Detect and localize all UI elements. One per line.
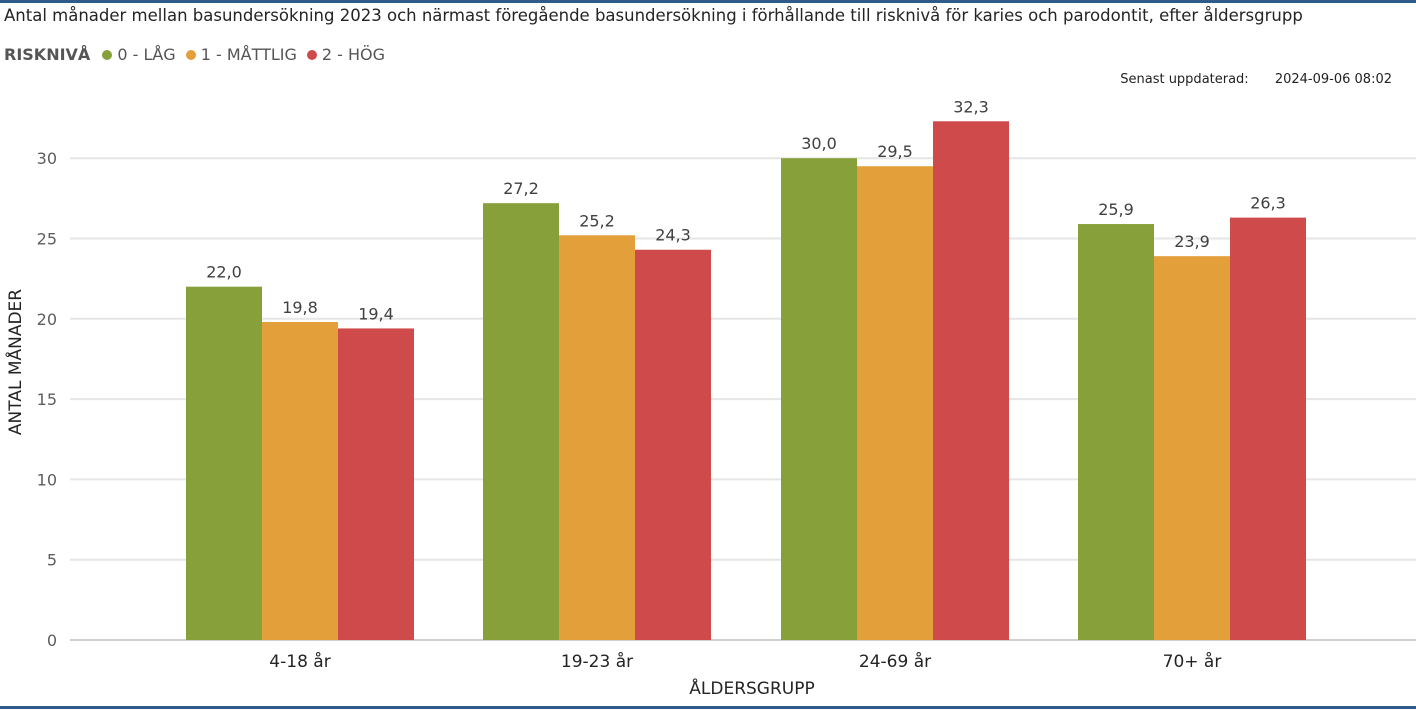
bar-4-18-r-1-m-ttlig[interactable] — [262, 322, 338, 640]
y-tick-label-0: 0 — [47, 631, 57, 650]
legend-label-mattlig: 1 - MÅTTLIG — [200, 45, 297, 64]
legend-item-hog[interactable]: 2 - HÖG — [306, 45, 386, 64]
legend-item-lag[interactable]: 0 - LÅG — [102, 45, 176, 64]
y-tick-label-10: 10 — [37, 470, 57, 489]
last-updated-label: Senast uppdaterad: — [1120, 72, 1249, 87]
data-label-70-r-0-l-g: 25,9 — [1098, 200, 1134, 219]
bar-4-18-r-0-l-g[interactable] — [186, 286, 262, 640]
legend-dot-mattlig — [185, 49, 196, 60]
legend-item-mattlig[interactable]: 1 - MÅTTLIG — [185, 45, 297, 64]
bottom-border — [0, 706, 1416, 709]
data-label-24-69-r-1-m-ttlig: 29,5 — [877, 142, 913, 161]
y-tick-label-15: 15 — [37, 390, 57, 409]
bar-19-23-r-0-l-g[interactable] — [483, 203, 559, 640]
data-label-70-r-1-m-ttlig: 23,9 — [1174, 232, 1210, 251]
data-label-24-69-r-0-l-g: 30,0 — [801, 134, 837, 153]
y-tick-label-5: 5 — [47, 551, 57, 570]
top-border — [0, 0, 1416, 3]
last-updated: Senast uppdaterad: 2024-09-06 08:02 — [1120, 72, 1392, 87]
data-label-19-23-r-2-h-g: 24,3 — [655, 226, 691, 245]
x-axis-categories: 4-18 år 19-23 år 24-69 år 70+ år — [269, 651, 1221, 672]
data-label-19-23-r-1-m-ttlig: 25,2 — [579, 211, 615, 230]
bars — [186, 121, 1306, 641]
x-tick-label-70-r: 70+ år — [1163, 651, 1222, 672]
bar-70-r-2-h-g[interactable] — [1230, 217, 1306, 640]
x-tick-label-19-23-r: 19-23 år — [561, 651, 633, 672]
y-axis-ticks: 0 5 10 15 20 25 30 — [37, 149, 57, 650]
data-label-24-69-r-2-h-g: 32,3 — [953, 97, 989, 116]
legend-label-hog: 2 - HÖG — [321, 45, 386, 64]
data-label-4-18-r-2-h-g: 19,4 — [358, 304, 394, 323]
y-tick-label-20: 20 — [37, 310, 57, 329]
legend: RISKNIVÅ 0 - LÅG 1 - MÅTTLIG 2 - HÖG — [4, 45, 395, 64]
legend-dot-hog — [306, 49, 317, 60]
bar-24-69-r-1-m-ttlig[interactable] — [857, 166, 933, 641]
data-label-4-18-r-1-m-ttlig: 19,8 — [282, 298, 318, 317]
chart-title: Antal månader mellan basundersökning 202… — [4, 6, 1303, 25]
data-label-70-r-2-h-g: 26,3 — [1250, 194, 1286, 213]
bar-70-r-0-l-g[interactable] — [1078, 224, 1154, 640]
y-axis-title: ANTAL MÅNADER — [4, 289, 26, 435]
y-tick-label-25: 25 — [37, 230, 57, 249]
data-labels: 22,0 19,8 19,4 27,2 25,2 24,3 30,0 29,5 32,3 25,9… — [206, 97, 1286, 323]
x-tick-label-24-69-r: 24-69 år — [859, 651, 931, 672]
data-label-19-23-r-0-l-g: 27,2 — [503, 179, 539, 198]
y-tick-label-30: 30 — [37, 149, 57, 168]
legend-dot-lag — [102, 49, 113, 60]
x-tick-label-4-18-r: 4-18 år — [269, 651, 330, 672]
last-updated-value: 2024-09-06 08:02 — [1274, 72, 1392, 87]
x-axis-title: ÅLDERSGRUPP — [689, 677, 814, 699]
data-label-4-18-r-0-l-g: 22,0 — [206, 263, 242, 282]
bar-24-69-r-0-l-g[interactable] — [781, 158, 857, 640]
bar-24-69-r-2-h-g[interactable] — [933, 121, 1009, 640]
bar-4-18-r-2-h-g[interactable] — [338, 328, 414, 640]
legend-label-lag: 0 - LÅG — [117, 45, 176, 64]
bar-19-23-r-1-m-ttlig[interactable] — [559, 235, 635, 640]
legend-title: RISKNIVÅ — [4, 45, 91, 64]
bar-19-23-r-2-h-g[interactable] — [635, 249, 711, 640]
bar-70-r-1-m-ttlig[interactable] — [1154, 256, 1230, 640]
